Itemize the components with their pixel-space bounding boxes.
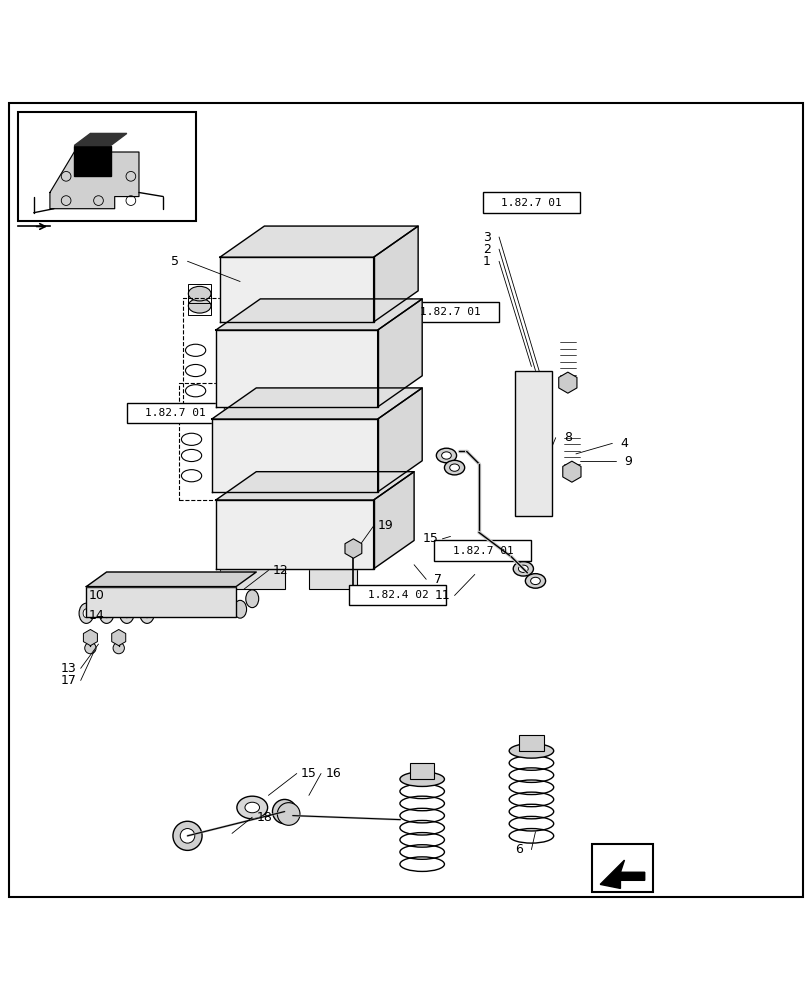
Circle shape bbox=[562, 378, 572, 388]
Circle shape bbox=[272, 799, 296, 824]
Bar bbox=[308, 569, 357, 589]
Ellipse shape bbox=[83, 609, 89, 618]
Bar bbox=[220, 569, 285, 589]
Circle shape bbox=[84, 642, 96, 654]
Text: 16: 16 bbox=[325, 767, 341, 780]
Text: 15: 15 bbox=[301, 767, 316, 780]
Polygon shape bbox=[86, 572, 256, 587]
Bar bbox=[86, 587, 236, 617]
Bar bbox=[401, 302, 499, 322]
Circle shape bbox=[113, 642, 124, 654]
Text: 1.82.7 01: 1.82.7 01 bbox=[419, 307, 480, 317]
Circle shape bbox=[173, 821, 202, 850]
Bar bbox=[591, 844, 652, 892]
Circle shape bbox=[526, 413, 539, 426]
Bar bbox=[434, 540, 530, 561]
Bar bbox=[188, 284, 211, 303]
Bar bbox=[515, 371, 551, 516]
Ellipse shape bbox=[99, 603, 114, 623]
Text: 5: 5 bbox=[171, 255, 179, 268]
Text: 1.82.7 01: 1.82.7 01 bbox=[500, 198, 561, 208]
Polygon shape bbox=[74, 146, 110, 176]
Ellipse shape bbox=[103, 609, 109, 618]
Text: 1.82.7 01: 1.82.7 01 bbox=[145, 408, 205, 418]
Text: 18: 18 bbox=[256, 811, 272, 824]
Bar bbox=[18, 112, 195, 221]
Text: 2: 2 bbox=[483, 243, 491, 256]
Circle shape bbox=[526, 437, 539, 450]
Text: 1.82.4 02: 1.82.4 02 bbox=[367, 590, 427, 600]
Text: 6: 6 bbox=[515, 843, 522, 856]
Ellipse shape bbox=[518, 565, 527, 572]
Text: 9: 9 bbox=[624, 455, 632, 468]
Ellipse shape bbox=[234, 600, 247, 618]
Ellipse shape bbox=[188, 286, 211, 301]
Text: 8: 8 bbox=[563, 431, 571, 444]
Ellipse shape bbox=[530, 577, 539, 585]
Polygon shape bbox=[74, 133, 127, 146]
Polygon shape bbox=[377, 388, 422, 492]
Text: 12: 12 bbox=[272, 564, 288, 577]
Ellipse shape bbox=[139, 603, 154, 623]
Circle shape bbox=[277, 803, 299, 825]
Ellipse shape bbox=[123, 609, 130, 618]
Text: 15: 15 bbox=[422, 532, 438, 545]
Ellipse shape bbox=[441, 452, 451, 459]
Ellipse shape bbox=[237, 796, 268, 819]
Bar bbox=[179, 383, 401, 500]
Bar bbox=[188, 296, 211, 315]
Text: 10: 10 bbox=[89, 589, 105, 602]
Text: 11: 11 bbox=[434, 589, 450, 602]
Text: 3: 3 bbox=[483, 231, 491, 244]
Polygon shape bbox=[216, 330, 377, 407]
Polygon shape bbox=[373, 226, 418, 322]
Ellipse shape bbox=[449, 464, 459, 471]
Ellipse shape bbox=[444, 460, 464, 475]
Ellipse shape bbox=[119, 603, 134, 623]
Ellipse shape bbox=[79, 603, 93, 623]
Polygon shape bbox=[373, 472, 414, 569]
Polygon shape bbox=[216, 299, 422, 330]
Polygon shape bbox=[216, 472, 414, 500]
Text: 1: 1 bbox=[483, 255, 491, 268]
Circle shape bbox=[526, 388, 539, 401]
Ellipse shape bbox=[246, 590, 259, 608]
Text: 1.82.7 01: 1.82.7 01 bbox=[452, 546, 513, 556]
Text: 19: 19 bbox=[377, 519, 393, 532]
Polygon shape bbox=[599, 860, 644, 888]
Bar bbox=[349, 585, 446, 605]
Polygon shape bbox=[216, 500, 373, 569]
Ellipse shape bbox=[144, 609, 150, 618]
Ellipse shape bbox=[400, 772, 444, 786]
Bar bbox=[183, 298, 406, 415]
Bar bbox=[410, 763, 434, 779]
Polygon shape bbox=[220, 257, 373, 322]
Ellipse shape bbox=[508, 744, 553, 758]
Text: 7: 7 bbox=[434, 573, 442, 586]
Polygon shape bbox=[377, 299, 422, 407]
Ellipse shape bbox=[513, 562, 533, 576]
Text: 4: 4 bbox=[620, 437, 628, 450]
Ellipse shape bbox=[436, 448, 456, 463]
Bar bbox=[483, 192, 579, 213]
Bar bbox=[519, 735, 543, 751]
Ellipse shape bbox=[188, 299, 211, 313]
Text: 13: 13 bbox=[61, 662, 76, 675]
Circle shape bbox=[526, 485, 539, 498]
Circle shape bbox=[180, 829, 195, 843]
Ellipse shape bbox=[245, 802, 260, 813]
Circle shape bbox=[526, 461, 539, 474]
Polygon shape bbox=[212, 388, 422, 419]
Ellipse shape bbox=[525, 574, 545, 588]
Polygon shape bbox=[212, 419, 377, 492]
Polygon shape bbox=[50, 152, 139, 209]
Polygon shape bbox=[220, 226, 418, 257]
Text: 17: 17 bbox=[61, 674, 76, 687]
Bar bbox=[127, 403, 224, 423]
Text: 14: 14 bbox=[89, 609, 105, 622]
